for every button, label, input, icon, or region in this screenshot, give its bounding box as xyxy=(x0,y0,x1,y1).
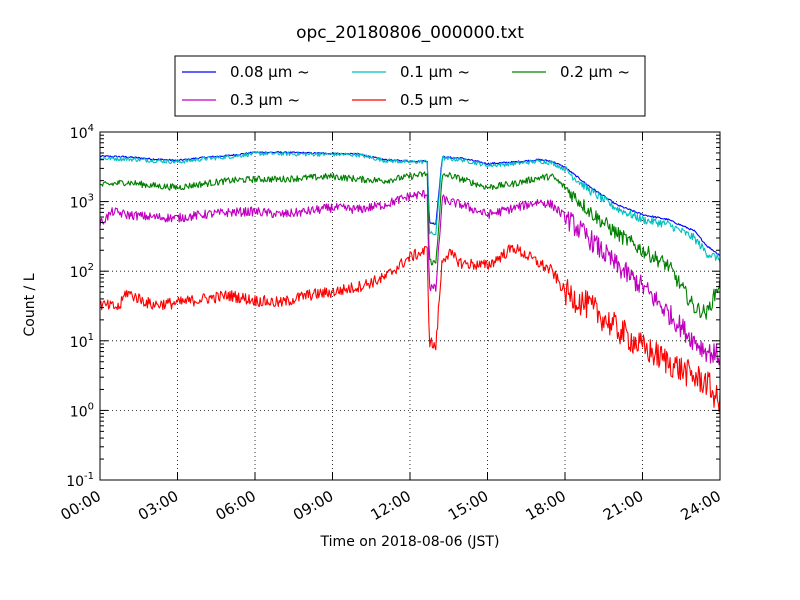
grid-layer xyxy=(100,132,720,480)
y-tick-label: 101 xyxy=(70,332,94,351)
legend-label: 0.5 μm ~ xyxy=(400,91,470,109)
chart-title: opc_20180806_000000.txt xyxy=(296,23,524,43)
legend-label: 0.1 μm ~ xyxy=(400,63,470,81)
y-tick-label: 104 xyxy=(70,123,94,142)
series-line xyxy=(99,244,721,413)
series-line xyxy=(99,171,721,320)
legend-label: 0.3 μm ~ xyxy=(230,91,300,109)
y-axis-label: Count / L xyxy=(22,273,38,336)
legend-label: 0.2 μm ~ xyxy=(560,63,630,81)
y-tick-label: 100 xyxy=(70,401,94,420)
y-tick-label: 102 xyxy=(70,262,94,281)
y-tick-label: 10-1 xyxy=(66,471,94,490)
series-line xyxy=(99,151,721,263)
legend: 0.08 μm ~ 0.1 μm ~ 0.2 μm ~ 0.3 μm ~ 0.5 μm … xyxy=(174,55,646,117)
legend-label: 0.08 μm ~ xyxy=(230,63,310,81)
series-line xyxy=(99,189,721,366)
y-tick-label: 103 xyxy=(70,193,94,212)
legend-box xyxy=(174,55,646,117)
x-axis-label: Time on 2018-08-06 (JST) xyxy=(320,534,500,550)
series-layer xyxy=(99,151,721,413)
